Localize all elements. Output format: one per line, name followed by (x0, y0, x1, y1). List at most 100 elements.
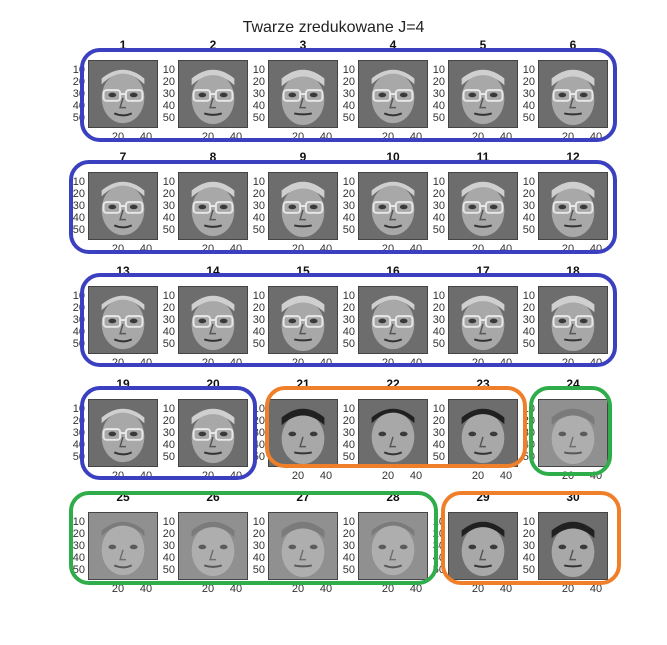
y-tick-label: 50 (252, 224, 265, 236)
y-tick-label: 50 (342, 451, 355, 463)
y-tick-label: 20 (432, 302, 445, 314)
x-tick-label: 40 (319, 357, 333, 369)
face-image (269, 61, 337, 127)
x-tick-label: 20 (561, 357, 575, 369)
y-tick-label: 30 (432, 88, 445, 100)
y-tick-label: 40 (522, 326, 535, 338)
x-tick-label: 40 (229, 243, 243, 255)
face-subplot (178, 512, 248, 580)
panel-title: 7 (119, 150, 127, 164)
x-tick-label: 40 (319, 131, 333, 143)
y-tick-label: 50 (162, 564, 175, 576)
y-tick-label: 10 (522, 290, 535, 302)
panel-title: 6 (569, 38, 577, 52)
x-tick-label: 40 (409, 470, 423, 482)
face-subplot (538, 60, 608, 128)
y-tick-label: 20 (342, 415, 355, 427)
y-tick-label: 40 (252, 100, 265, 112)
y-tick-label: 30 (342, 540, 355, 552)
x-tick-label: 20 (201, 357, 215, 369)
y-tick-label: 40 (162, 439, 175, 451)
panel-title: 1 (119, 38, 127, 52)
y-tick-label: 10 (432, 176, 445, 188)
y-tick-label: 10 (72, 290, 85, 302)
panel-title: 14 (206, 264, 220, 278)
face-subplot (448, 172, 518, 240)
face-image (89, 287, 157, 353)
y-tick-label: 30 (162, 88, 175, 100)
x-tick-label: 20 (381, 470, 395, 482)
y-tick-label: 50 (522, 338, 535, 350)
y-tick-label: 50 (162, 451, 175, 463)
x-tick-label: 20 (471, 131, 485, 143)
y-tick-label: 20 (252, 415, 265, 427)
panel-title: 20 (206, 377, 220, 391)
y-tick-label: 10 (252, 290, 265, 302)
face-image (89, 513, 157, 579)
face-subplot (358, 286, 428, 354)
y-tick-label: 10 (342, 516, 355, 528)
face-subplot (448, 512, 518, 580)
x-tick-label: 40 (589, 243, 603, 255)
panel-title: 21 (296, 377, 310, 391)
x-tick-label: 20 (291, 470, 305, 482)
x-tick-label: 40 (589, 583, 603, 595)
y-tick-label: 20 (162, 528, 175, 540)
face-image (449, 173, 517, 239)
x-tick-label: 20 (471, 470, 485, 482)
panel-title: 2 (209, 38, 217, 52)
y-tick-label: 10 (72, 64, 85, 76)
face-image (449, 400, 517, 466)
face-image (89, 173, 157, 239)
x-tick-label: 40 (589, 357, 603, 369)
x-tick-label: 20 (381, 583, 395, 595)
y-tick-label: 50 (342, 224, 355, 236)
y-tick-label: 40 (162, 552, 175, 564)
y-tick-label: 20 (162, 76, 175, 88)
face-subplot (178, 60, 248, 128)
y-tick-label: 20 (522, 188, 535, 200)
y-tick-label: 30 (522, 200, 535, 212)
x-tick-label: 20 (201, 131, 215, 143)
face-subplot (88, 286, 158, 354)
x-tick-label: 40 (499, 470, 513, 482)
y-tick-label: 40 (72, 100, 85, 112)
x-tick-label: 40 (139, 243, 153, 255)
y-tick-label: 30 (432, 427, 445, 439)
y-tick-label: 40 (72, 552, 85, 564)
y-tick-label: 20 (522, 76, 535, 88)
x-tick-label: 40 (409, 243, 423, 255)
y-tick-label: 40 (72, 439, 85, 451)
face-subplot (448, 399, 518, 467)
y-tick-label: 20 (72, 188, 85, 200)
face-image (179, 400, 247, 466)
x-tick-label: 40 (139, 131, 153, 143)
x-tick-label: 40 (409, 357, 423, 369)
panel-title: 15 (296, 264, 310, 278)
y-tick-label: 40 (162, 100, 175, 112)
y-tick-label: 50 (522, 564, 535, 576)
y-tick-label: 40 (432, 439, 445, 451)
panel-title: 18 (566, 264, 580, 278)
face-subplot (538, 399, 608, 467)
y-tick-label: 40 (522, 212, 535, 224)
face-image (539, 173, 607, 239)
face-subplot (538, 286, 608, 354)
face-image (269, 287, 337, 353)
y-tick-label: 50 (72, 112, 85, 124)
y-tick-label: 10 (162, 64, 175, 76)
face-subplot (88, 512, 158, 580)
x-tick-label: 20 (111, 470, 125, 482)
y-tick-label: 50 (432, 112, 445, 124)
y-tick-label: 10 (342, 403, 355, 415)
x-tick-label: 20 (561, 583, 575, 595)
y-tick-label: 30 (432, 540, 445, 552)
x-tick-label: 40 (499, 357, 513, 369)
y-tick-label: 30 (342, 88, 355, 100)
y-tick-label: 20 (252, 528, 265, 540)
face-subplot (358, 399, 428, 467)
panel-title: 11 (476, 150, 490, 164)
y-tick-label: 40 (432, 552, 445, 564)
y-tick-label: 50 (252, 338, 265, 350)
y-tick-label: 10 (162, 176, 175, 188)
